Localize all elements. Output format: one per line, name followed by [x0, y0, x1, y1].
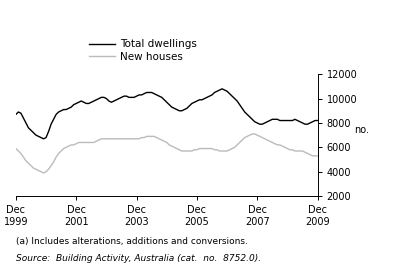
New houses: [204, 147, 209, 150]
New houses: [315, 154, 320, 157]
Total dwellings: [13, 113, 18, 116]
New houses: [13, 147, 18, 150]
Total dwellings: [315, 119, 320, 122]
Text: (a) Includes alterations, additions and conversions.: (a) Includes alterations, additions and …: [16, 237, 248, 246]
Y-axis label: no.: no.: [354, 125, 369, 135]
Total dwellings: [87, 102, 91, 105]
New houses: [250, 132, 254, 135]
Total dwellings: [144, 91, 149, 94]
New houses: [220, 149, 224, 153]
Total dwellings: [46, 130, 51, 133]
Total dwellings: [300, 121, 305, 125]
New houses: [300, 149, 305, 153]
New houses: [87, 141, 91, 144]
Legend: Total dwellings, New houses: Total dwellings, New houses: [85, 35, 201, 66]
New houses: [41, 171, 46, 175]
New houses: [144, 135, 149, 138]
Text: Source:  Building Activity, Australia (cat.  no.  8752.0).: Source: Building Activity, Australia (ca…: [16, 254, 261, 263]
New houses: [46, 168, 51, 171]
Line: New houses: New houses: [16, 134, 318, 173]
Line: Total dwellings: Total dwellings: [16, 89, 318, 139]
Total dwellings: [41, 137, 46, 140]
Total dwellings: [220, 87, 224, 90]
Total dwellings: [204, 96, 209, 99]
Total dwellings: [222, 89, 227, 92]
